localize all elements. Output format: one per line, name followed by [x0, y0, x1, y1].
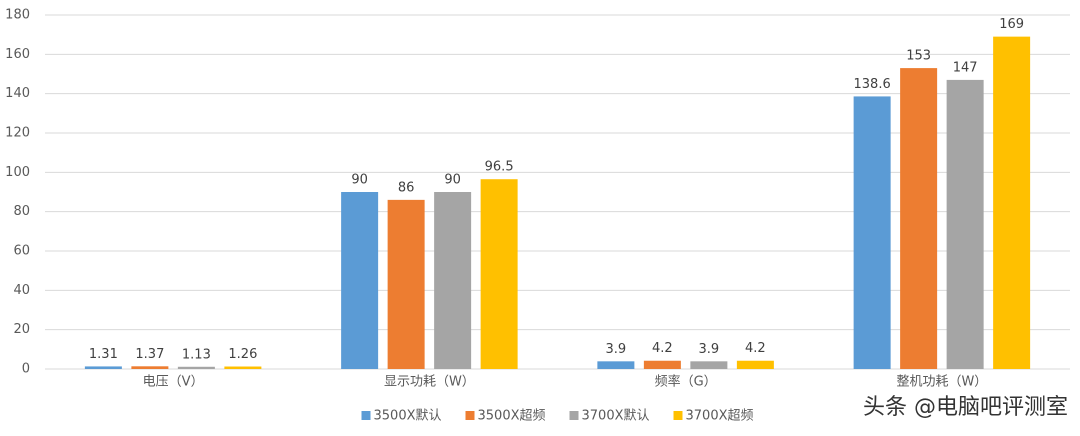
y-tick-label: 60 [13, 244, 30, 259]
bar [643, 360, 681, 369]
y-tick-label: 40 [13, 283, 30, 298]
data-label: 86 [398, 180, 415, 195]
bar [736, 360, 774, 369]
bar [387, 199, 425, 369]
x-tick-label: 整机功耗（W） [896, 375, 987, 390]
x-tick-label: 显示功耗（W） [384, 375, 475, 390]
watermark: 头条 @电脑吧评测室 [863, 395, 1068, 420]
bar [177, 366, 215, 369]
y-tick-label: 100 [5, 165, 30, 180]
bar [946, 79, 984, 370]
bar [434, 192, 472, 369]
data-label: 96.5 [485, 160, 514, 175]
bar [84, 366, 122, 369]
legend-swatch [361, 411, 371, 420]
y-tick-label: 180 [5, 8, 30, 23]
data-label: 90 [351, 173, 368, 188]
legend-label: 3700X默认 [582, 408, 650, 424]
y-tick-label: 80 [13, 204, 30, 219]
data-label: 3.9 [699, 342, 720, 357]
bar [690, 361, 728, 369]
x-tick-label: 频率（G） [655, 374, 717, 390]
legend-label: 3500X超频 [478, 409, 546, 424]
y-tick-label: 0 [22, 362, 30, 377]
bar [131, 366, 169, 369]
data-label: 1.26 [228, 347, 257, 362]
data-label: 1.13 [182, 347, 211, 362]
bar [993, 36, 1031, 370]
data-label: 153 [906, 49, 931, 64]
data-label: 1.31 [89, 347, 118, 362]
y-tick-label: 140 [5, 86, 30, 101]
bar [480, 179, 518, 369]
legend-swatch [569, 411, 579, 420]
bar [900, 68, 938, 369]
bar [853, 96, 891, 370]
data-label: 3.9 [606, 342, 627, 357]
bar [341, 192, 379, 369]
y-tick-label: 160 [5, 47, 30, 62]
legend-swatch [465, 411, 475, 420]
legend-label: 3500X默认 [374, 408, 442, 424]
y-tick-label: 20 [13, 322, 30, 337]
x-tick-label: 电压（V） [143, 375, 204, 390]
legend-swatch [673, 411, 683, 420]
y-tick-label: 120 [5, 126, 30, 141]
data-label: 90 [444, 173, 461, 188]
legend-label: 3700X超频 [686, 409, 754, 424]
data-label: 1.37 [135, 347, 164, 362]
bar [224, 366, 262, 369]
data-label: 4.2 [745, 341, 766, 356]
data-label: 147 [953, 60, 978, 75]
data-label: 138.6 [854, 77, 891, 92]
data-label: 169 [999, 17, 1024, 32]
data-label: 4.2 [652, 341, 673, 356]
bar [597, 361, 635, 369]
